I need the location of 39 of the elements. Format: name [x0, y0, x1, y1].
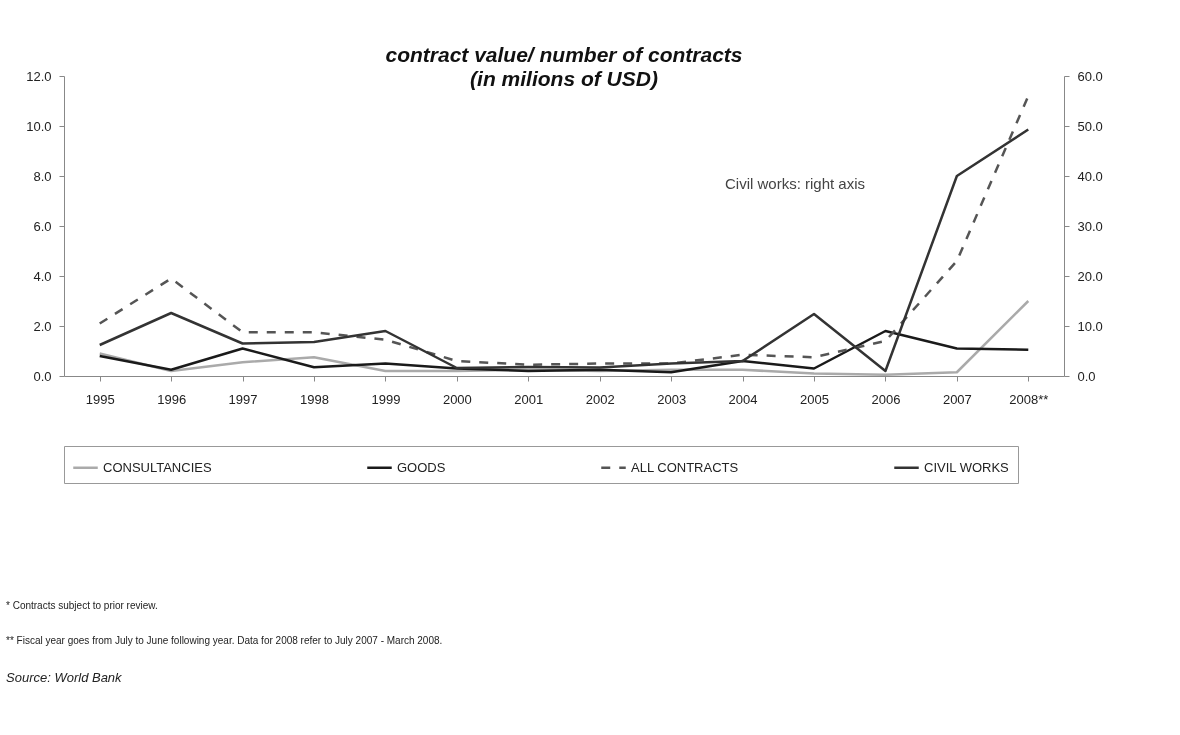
y2-tick-label: 60.0 — [1077, 68, 1103, 84]
x-tick-label: 2000 — [442, 391, 472, 407]
chart-subtitle: (in milions of USD) — [470, 67, 658, 90]
y-tick-label: 10.0 — [26, 118, 52, 134]
y2-tick-label: 40.0 — [1077, 168, 1103, 184]
y2-tick-label: 0.0 — [1077, 368, 1096, 384]
y2-tick-label: 20.0 — [1077, 268, 1103, 284]
x-tick-label: 2006 — [871, 391, 901, 407]
y2-tick-label: 30.0 — [1077, 218, 1103, 234]
x-tick-label: 1996 — [157, 391, 187, 407]
y-tick-label: 12.0 — [26, 68, 52, 84]
source-note: Source: World Bank — [6, 670, 123, 685]
text: ** Fiscal year goes from July to June following year. Data for 2008 refer to July 2007 - March 2008. — [6, 635, 443, 646]
line-series — [98, 329, 1030, 374]
x-tick-label: 1999 — [371, 391, 401, 407]
x-tick-label: 2001 — [514, 391, 544, 407]
legend-label: CIVIL WORKS — [924, 459, 1010, 475]
text: * Contracts subject to prior review. — [6, 600, 159, 611]
x-tick-label: 1998 — [300, 391, 329, 407]
annotation: Civil works: right axis — [725, 175, 866, 192]
x-tick-label: 2005 — [800, 391, 829, 407]
x-tick-label: 2004 — [728, 391, 758, 407]
legend-label: ALL CONTRACTS — [631, 459, 739, 475]
y-tick-label: 2.0 — [33, 318, 52, 334]
chart-title: contract value/ number of contracts — [385, 43, 743, 66]
x-tick-label: 2007 — [942, 391, 972, 407]
x-tick-label: 2003 — [657, 391, 687, 407]
y-tick-label: 4.0 — [33, 268, 52, 284]
legend-label: CONSULTANCIES — [103, 459, 212, 475]
x-tick-label: 1997 — [228, 391, 258, 407]
y-tick-label: 8.0 — [33, 168, 52, 184]
y-tick-label: 0.0 — [33, 368, 52, 384]
x-tick-label: 1995 — [85, 391, 115, 407]
y2-tick-label: 50.0 — [1077, 118, 1103, 134]
y2-tick-label: 10.0 — [1077, 318, 1103, 334]
legend-label: GOODS — [397, 459, 446, 475]
x-tick-label: 2002 — [585, 391, 615, 407]
y-tick-label: 6.0 — [33, 218, 52, 234]
x-tick-label: 2008** — [1009, 391, 1049, 407]
